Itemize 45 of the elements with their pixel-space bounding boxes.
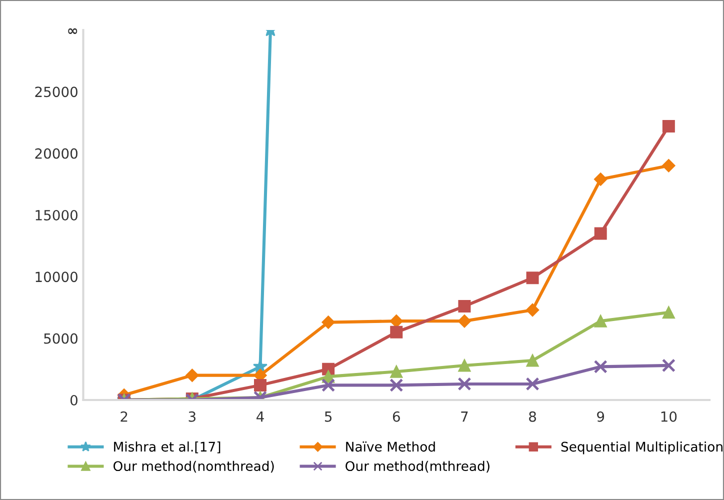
point <box>526 303 540 317</box>
point <box>322 378 336 392</box>
y-tick-label: 15000 <box>36 210 78 220</box>
point <box>662 306 675 319</box>
y-tick-label: 25000 <box>35 86 78 98</box>
point <box>186 368 199 382</box>
point <box>458 300 471 313</box>
point <box>458 359 471 372</box>
y-tick-label: 0 <box>70 394 78 406</box>
x-tick-label: 6 <box>392 411 400 422</box>
y-tick-label: 10000 <box>36 272 78 282</box>
legend-label: Naïve Method <box>346 441 435 452</box>
point <box>526 272 539 284</box>
y-tick-label: 5000 <box>44 333 78 344</box>
x-tick-label: 9 <box>597 411 604 422</box>
point <box>322 316 335 329</box>
point <box>390 378 404 392</box>
x-tick-label: 10 <box>661 411 677 422</box>
point <box>594 227 607 240</box>
x-tick-label: 3 <box>188 411 196 422</box>
y-tick-label: 20000 <box>35 148 78 159</box>
legend-label: Our method(mthread) <box>346 460 490 473</box>
point <box>526 377 540 391</box>
legend-label: Our method(nomthread) <box>114 460 274 473</box>
point <box>662 120 675 132</box>
x-tick-label: 8 <box>529 411 536 422</box>
x-tick-label: 4 <box>256 412 264 422</box>
point <box>594 360 608 374</box>
point <box>662 159 676 172</box>
point <box>526 354 539 367</box>
x-tick-label: 2 <box>120 411 128 422</box>
legend-label: Mishra et al.[17] <box>114 441 220 454</box>
legend-label: Sequential Multiplication <box>561 441 722 454</box>
point <box>458 377 472 391</box>
x-tick-label: 7 <box>461 412 468 422</box>
point <box>390 314 403 328</box>
point <box>390 365 403 378</box>
point <box>254 378 266 392</box>
point <box>458 314 472 328</box>
x-tick-label: 5 <box>324 412 332 422</box>
point <box>390 326 403 338</box>
point <box>594 172 608 186</box>
y-tick-label: ∞ <box>68 28 78 34</box>
point <box>662 358 676 372</box>
point <box>594 314 607 328</box>
